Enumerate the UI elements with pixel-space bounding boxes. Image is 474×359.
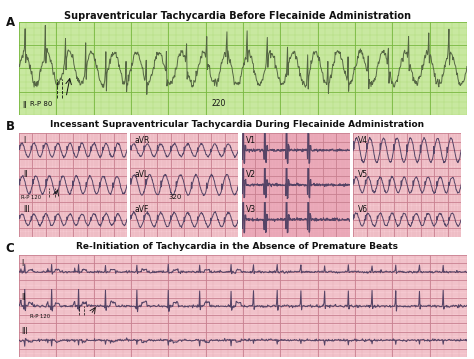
Text: C: C <box>6 242 14 255</box>
Text: aVL: aVL <box>135 170 149 179</box>
Text: V4: V4 <box>357 136 367 145</box>
Text: II: II <box>23 101 27 110</box>
Text: V5: V5 <box>357 170 367 179</box>
Text: 790: 790 <box>353 334 366 340</box>
Text: III: III <box>23 205 30 214</box>
Text: I: I <box>23 136 26 145</box>
Text: II: II <box>22 293 26 302</box>
Text: 830: 830 <box>241 334 254 340</box>
Text: R-P 80: R-P 80 <box>30 101 53 107</box>
Text: V6: V6 <box>357 205 367 214</box>
Text: R-P 120: R-P 120 <box>30 314 50 319</box>
Text: V2: V2 <box>246 170 256 179</box>
Text: II: II <box>23 170 28 179</box>
Text: 880: 880 <box>182 334 196 340</box>
Text: 810: 810 <box>297 334 310 340</box>
Text: Supraventricular Tachycardia Before Flecainide Administration: Supraventricular Tachycardia Before Flec… <box>64 11 410 21</box>
Text: V3: V3 <box>246 205 256 214</box>
Text: B: B <box>6 120 15 133</box>
Text: aVR: aVR <box>135 136 150 145</box>
Text: A: A <box>6 16 15 29</box>
Text: V1: V1 <box>246 136 256 145</box>
Text: I: I <box>22 259 24 268</box>
Text: R-P 120: R-P 120 <box>21 195 41 200</box>
Text: Re-Initiation of Tachycardia in the Absence of Premature Beats: Re-Initiation of Tachycardia in the Abse… <box>76 242 398 251</box>
Text: 220: 220 <box>211 99 226 108</box>
Text: 940: 940 <box>124 334 137 340</box>
Text: Incessant Supraventricular Tachycardia During Flecainide Administration: Incessant Supraventricular Tachycardia D… <box>50 120 424 129</box>
Text: aVF: aVF <box>135 205 149 214</box>
Text: III: III <box>22 327 28 336</box>
Text: 320: 320 <box>168 194 182 200</box>
